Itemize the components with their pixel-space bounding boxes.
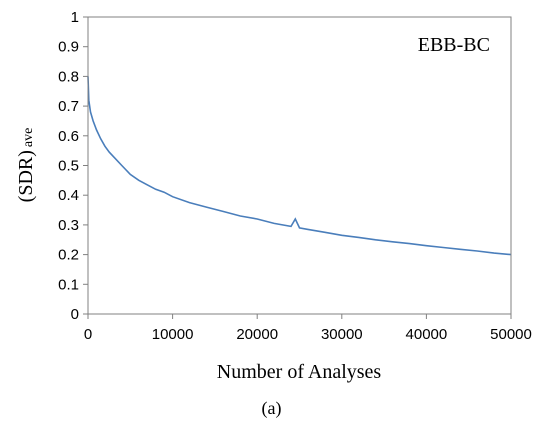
y-axis-label: (SDR) ave — [15, 128, 37, 203]
x-tick-label: 20000 — [236, 326, 278, 343]
y-tick-label: 0.8 — [58, 68, 79, 85]
series-line — [87, 76, 512, 256]
y-axis-ticks: 0 0.1 0.2 0.3 0.4 0.5 0.6 0.7 0.8 0.9 1 — [58, 9, 88, 323]
x-axis-label: Number of Analyses — [217, 361, 382, 383]
y-tick-label: 0.3 — [58, 217, 79, 234]
svg-text:(SDR)ave: (SDR) ave — [15, 128, 37, 203]
y-tick-label: 0.5 — [58, 158, 79, 175]
x-tick-label: 40000 — [406, 326, 448, 343]
x-tick-label: 10000 — [152, 326, 194, 343]
x-tick-label: 30000 — [321, 326, 363, 343]
y-tick-label: 1 — [71, 9, 79, 26]
y-tick-label: 0 — [71, 306, 79, 323]
x-axis-ticks: 0 10000 20000 30000 40000 50000 — [84, 314, 532, 343]
chart-annotation: EBB-BC — [418, 34, 490, 56]
x-tick-label: 50000 — [490, 326, 532, 343]
sdr-line-chart: 0 0.1 0.2 0.3 0.4 0.5 0.6 0.7 0.8 0.9 1 0 10000 2000… — [15, 9, 532, 383]
figure-caption: (a) — [261, 398, 282, 418]
y-axis-label-sub: ave — [21, 128, 36, 147]
x-tick-label: 0 — [84, 326, 92, 343]
y-tick-label: 0.9 — [58, 39, 79, 56]
y-tick-label: 0.4 — [58, 187, 79, 204]
y-axis-label-main: (SDR) — [15, 150, 37, 202]
y-tick-label: 0.7 — [58, 98, 79, 115]
y-tick-label: 0.2 — [58, 247, 79, 264]
plot-area-frame — [87, 16, 512, 315]
y-tick-label: 0.1 — [58, 276, 79, 293]
y-tick-label: 0.6 — [58, 128, 79, 145]
